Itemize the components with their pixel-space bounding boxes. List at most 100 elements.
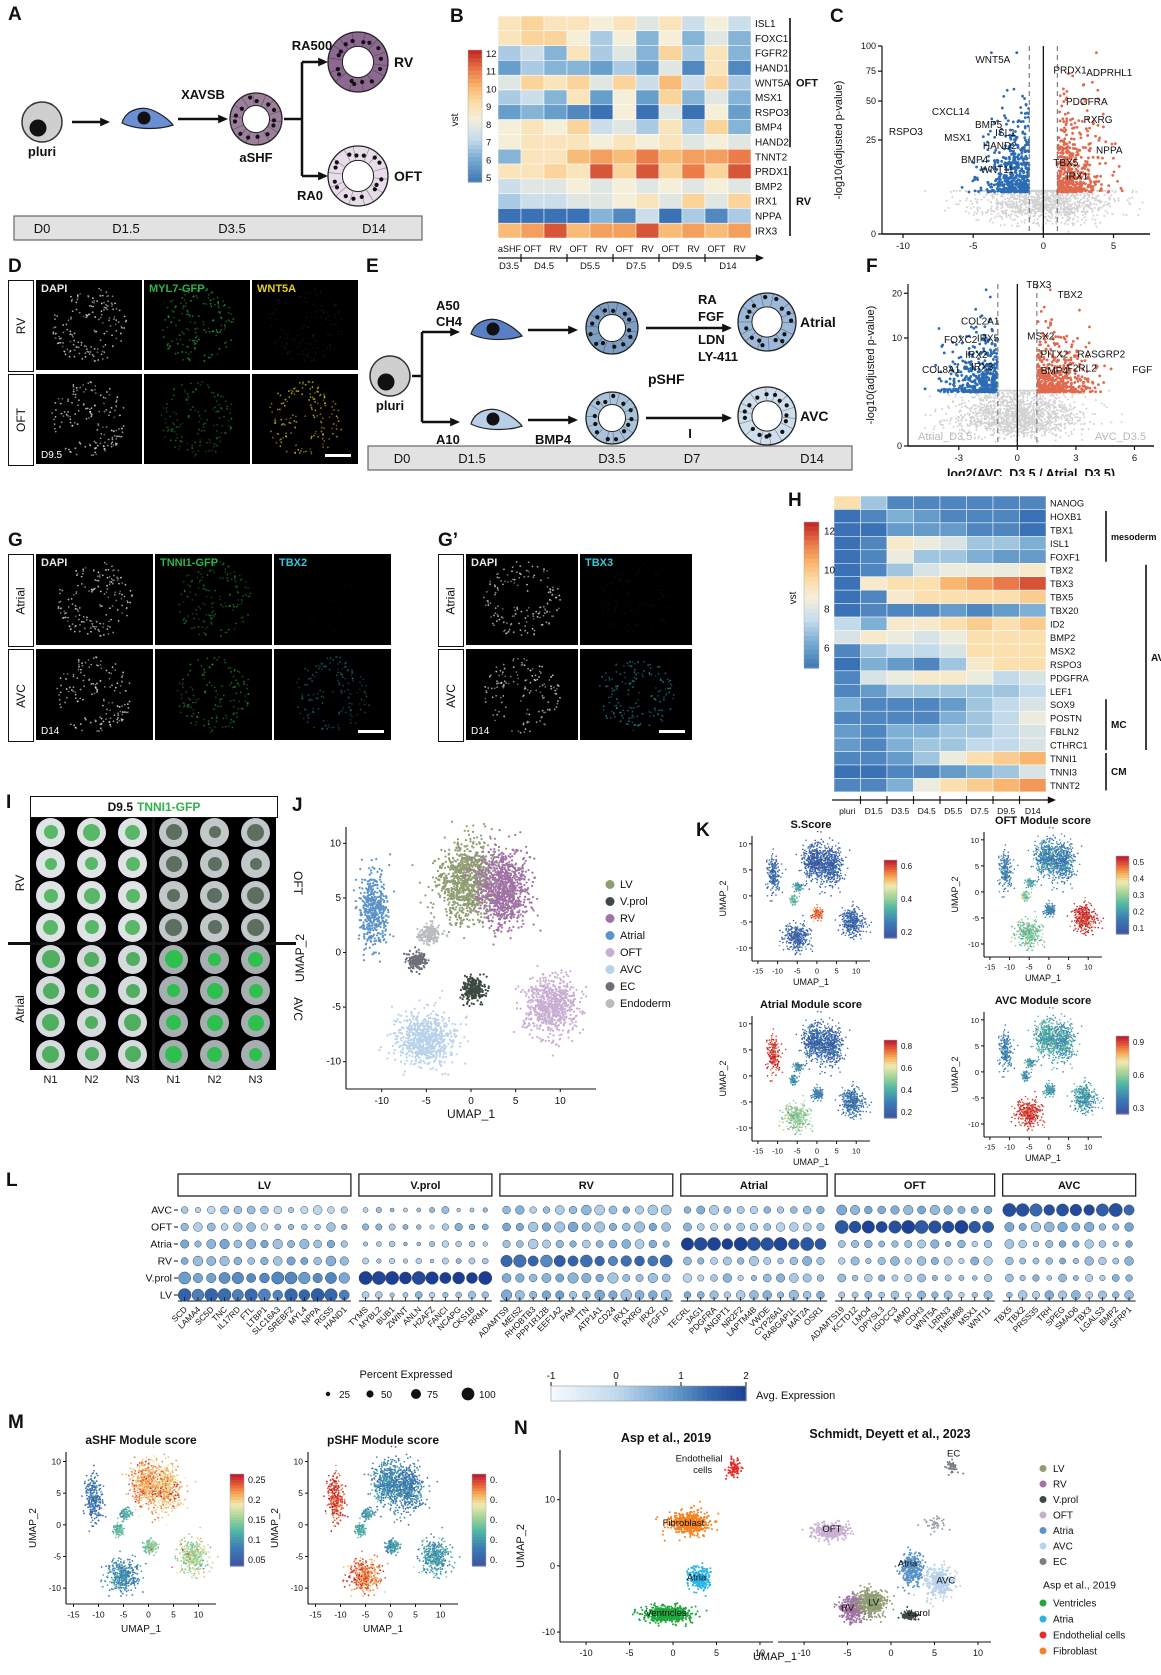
pluripotent-cell-icon [369, 355, 411, 397]
tissue-image [483, 561, 561, 636]
tissue-signal [296, 655, 370, 731]
svg-text:0: 0 [871, 229, 876, 239]
svg-text:OFT: OFT [394, 168, 422, 184]
organoid-icon [327, 145, 389, 207]
well [36, 849, 65, 879]
svg-text:HAND2: HAND2 [755, 138, 789, 149]
row-label: Atrial [438, 554, 464, 647]
tissue-signal [299, 562, 371, 637]
tissue-signal [483, 561, 561, 636]
micro-image-atrial-dapi: DAPI [466, 554, 578, 645]
svg-text:8: 8 [486, 120, 491, 131]
tissue-image [51, 380, 125, 457]
svg-text:Atrial: Atrial [800, 314, 836, 330]
svg-text:D14: D14 [719, 261, 736, 270]
svg-text:A10: A10 [436, 432, 460, 447]
well [241, 976, 270, 1006]
panel-f-label: F [866, 256, 878, 278]
well [118, 944, 147, 974]
panel-k-label: K [696, 820, 710, 842]
volcano-points-background [923, 189, 1144, 233]
micro-image-oft-wnt5a [252, 374, 358, 464]
svg-text:RV: RV [595, 244, 607, 254]
well [241, 849, 270, 879]
organoid-in-well [248, 951, 263, 967]
day-label: D14 [471, 726, 489, 737]
panel-g: G Atrial DAPI TNNI1-GFP TBX2 AVC D14 [8, 530, 394, 744]
organoid-in-well [207, 856, 222, 871]
dotplot-facet-avc [1002, 1203, 1135, 1300]
svg-text:pluri: pluri [28, 144, 56, 159]
svg-text:BMP4: BMP4 [755, 123, 783, 134]
organoid-in-well [207, 1046, 222, 1062]
organoid-in-well [249, 1047, 262, 1061]
well [200, 1008, 229, 1037]
organoid-in-well [124, 1046, 141, 1063]
row-label: AVC [438, 649, 464, 742]
tissue-signal [268, 287, 343, 362]
organoid-icon [229, 92, 283, 146]
well [77, 881, 106, 910]
panel-h: H NANOG HOXB1 TBX1 ISL1 FOXF1 TBX2 TBX3 TBX5 TBX… [742, 486, 1161, 820]
panel-n: N Asp et al., 2019 Schmidt, Deyett et al.… [498, 1410, 1161, 1673]
tissue-image [57, 561, 134, 637]
well [36, 976, 65, 1006]
organoid-in-well [42, 1045, 59, 1063]
organoid-in-well [167, 984, 180, 998]
organoid-in-well [84, 920, 99, 935]
svg-text:AVC: AVC [800, 408, 829, 424]
panel-e: E pluriA50CH4A10CH2BMP4pSHFRAFGFLDNLY-41… [360, 254, 860, 472]
panel-a: A pluri XAVSB aSHF RA500 RV RA0 OFT D0 D1.5 D3.5 D… [6, 4, 430, 246]
umap-comparison-asp-schmidt: Asp et al., 2019 Schmidt, Deyett et al., … [515, 1427, 1125, 1663]
dotplot-facet-rv [500, 1204, 673, 1301]
svg-text:ADPRHL1: ADPRHL1 [1086, 68, 1133, 79]
panel-i-label: I [6, 792, 11, 814]
organoid-in-well [125, 824, 140, 840]
channel-label: DAPI [41, 283, 67, 295]
svg-text:MSX1: MSX1 [755, 93, 783, 104]
svg-text:25: 25 [866, 135, 876, 145]
dotplot-facet-v.prol [358, 1206, 493, 1299]
tissue-image [299, 562, 371, 637]
panel-c-label: C [830, 6, 844, 28]
panel-i: I D9.5 TNNI1-GFP RV Atrial OFT AVC N1 N2 N3 N1 N… [6, 790, 305, 1125]
svg-text:TNNT2: TNNT2 [755, 152, 788, 163]
organoid-in-well [42, 982, 59, 999]
dotplot-facet-oft [834, 1204, 994, 1300]
tissue-signal [269, 380, 343, 455]
well [77, 817, 106, 847]
micro-image-avc-tnni1-gfp [155, 649, 272, 740]
svg-text:OFT: OFT [524, 244, 542, 254]
svg-text:IRX1: IRX1 [1066, 172, 1089, 183]
tissue-signal [162, 286, 235, 362]
micro-image-atrial-tbx2: TBX2 [274, 554, 391, 645]
svg-text:RV: RV [394, 54, 414, 70]
svg-text:OFT: OFT [708, 244, 726, 254]
tissue-image [52, 287, 128, 362]
well [77, 944, 106, 974]
umap-feature-points [996, 826, 1105, 952]
panel-n-label: N [514, 1418, 528, 1440]
umap-feature-points [764, 1010, 873, 1136]
panel-l: L AVC OFT Atria RV V.prol LV LV SCD LAMA4 SC5D TNC… [6, 1166, 1161, 1410]
svg-text:RSPO3: RSPO3 [889, 127, 923, 138]
panel-j: J -10 -5 0 5 10 -10 -5 0 5 10 UMAP_1 UMAP_2 LV V.prol… [288, 793, 690, 1128]
micro-image-oft-dapi: D9.5 [36, 374, 142, 464]
svg-text:D4.5: D4.5 [534, 261, 554, 270]
cell-icon [470, 318, 523, 341]
well [241, 881, 270, 910]
organoid-in-well [207, 920, 222, 935]
heatmap-oft-rv: ISL1 FOXC1 FGFR2 HAND1 WNT5A MSX1 RSPO3 BMP4 HAN… [450, 15, 818, 270]
organoid-in-well [42, 1014, 59, 1031]
svg-text:WNT5A: WNT5A [975, 55, 1010, 66]
panel-j-label: J [292, 795, 303, 817]
well [241, 1039, 270, 1069]
organoid-in-well [165, 918, 182, 936]
panel-g-prime-label: G’ [438, 530, 458, 552]
organoid-in-well [84, 951, 99, 967]
panel-k: K S.Score -10 -5 0 5 10 -15 -10 -5 0 5 10 UMAP_1 UMAP… [688, 786, 1161, 1174]
tissue-signal [56, 656, 131, 732]
